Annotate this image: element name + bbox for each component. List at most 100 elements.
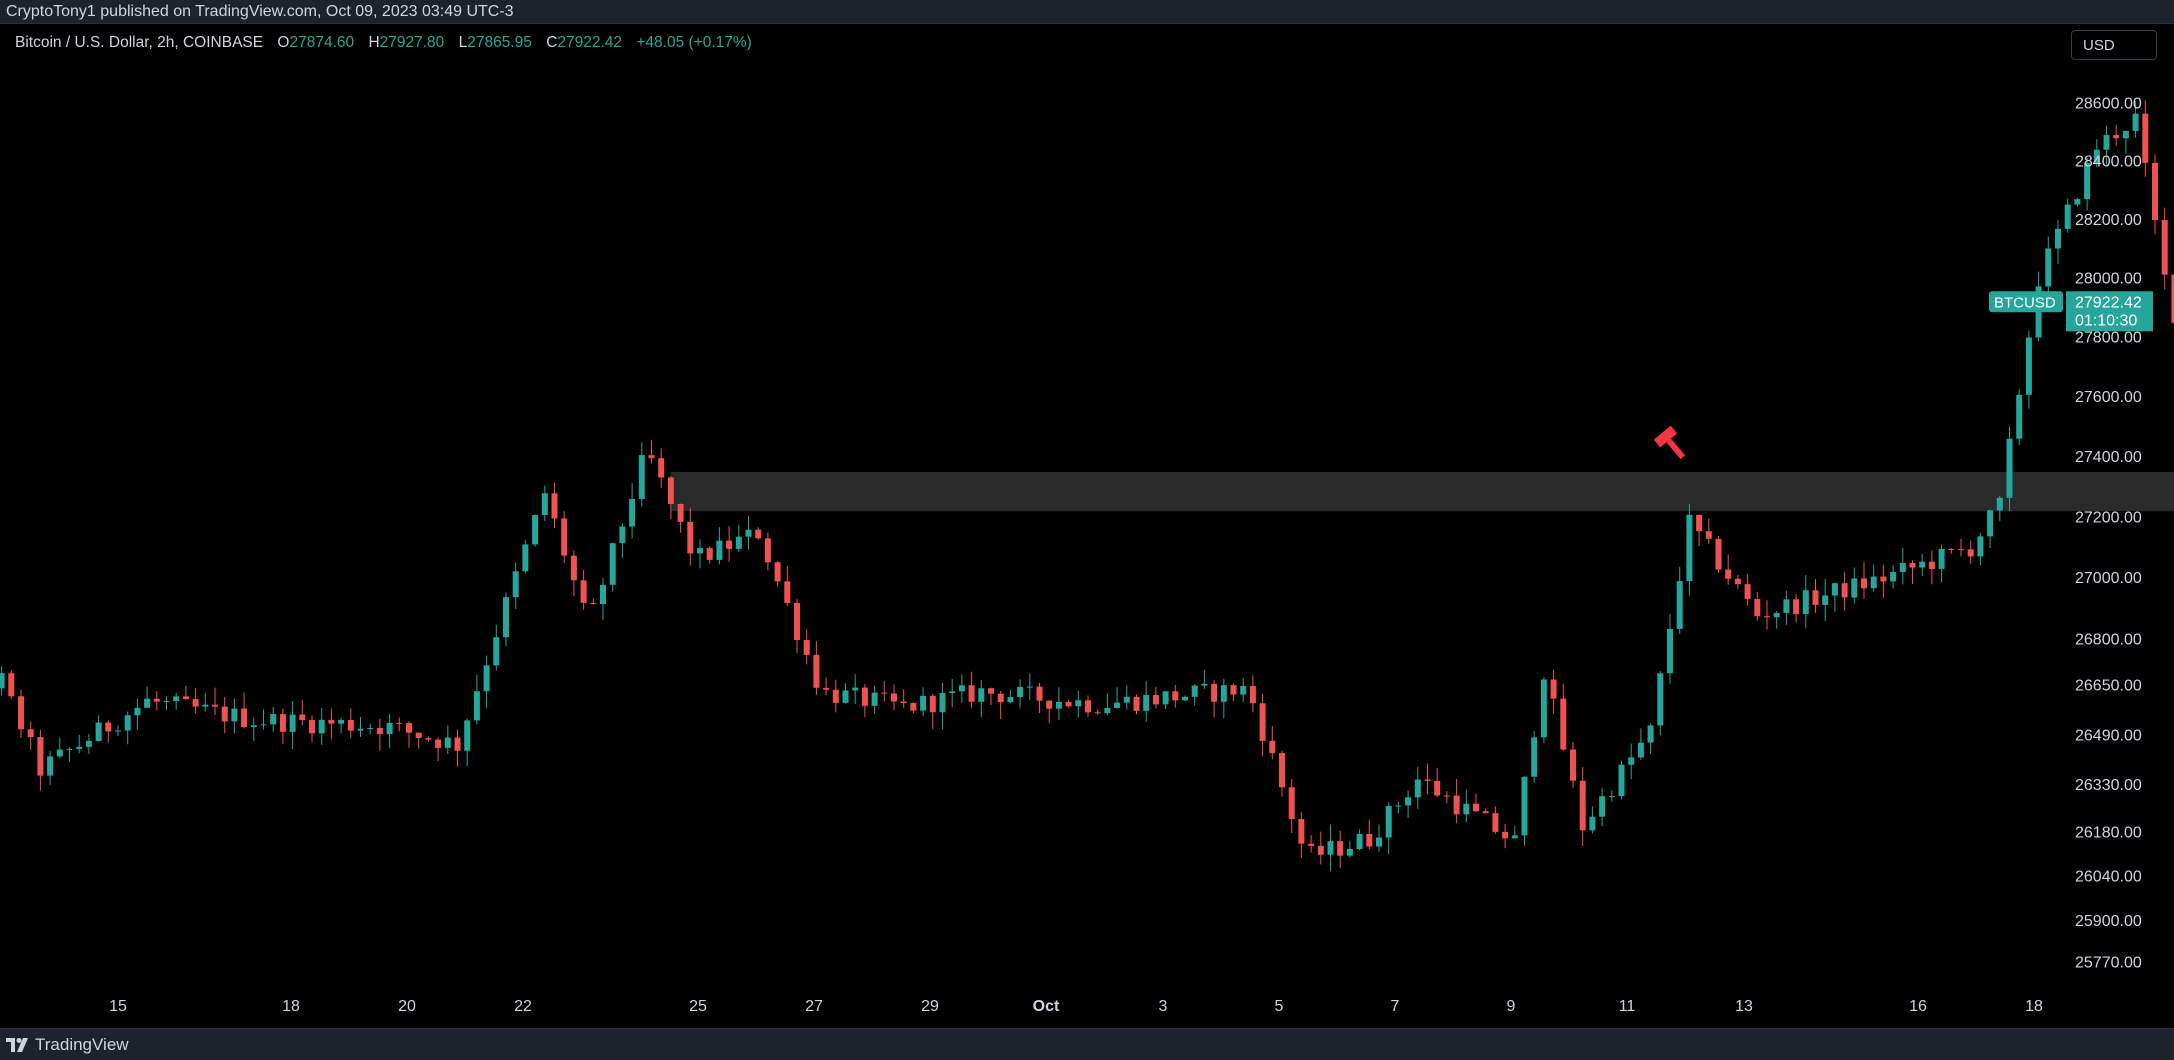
candle-up — [697, 548, 703, 554]
high-value: 27927.80 — [379, 34, 445, 51]
candle-down — [2171, 274, 2174, 323]
candle-down — [1793, 599, 1800, 615]
candle-down — [929, 695, 936, 713]
candle-up — [1114, 702, 1121, 708]
candle-down — [1065, 701, 1072, 707]
candle-up — [939, 693, 946, 713]
open-label: O — [277, 34, 290, 51]
candle-down — [328, 719, 335, 724]
candle-down — [1308, 843, 1315, 846]
candle-down — [425, 738, 432, 740]
candle-down — [794, 602, 800, 641]
chart-area[interactable]: 28800.0028600.0028400.0028200.0028000.00… — [0, 24, 2174, 1028]
candle-up — [1831, 583, 1838, 596]
candle-up — [1686, 514, 1693, 582]
candle-down — [1764, 616, 1770, 618]
candle-down — [1754, 598, 1761, 617]
y-tick-label: 28400.00 — [2075, 154, 2142, 171]
candle-up — [85, 740, 92, 747]
candle-up — [1851, 578, 1858, 598]
candle-down — [1434, 780, 1441, 796]
x-tick-label: 7 — [1391, 998, 1400, 1015]
candle-up — [1938, 548, 1945, 569]
candle-up — [949, 691, 956, 694]
candle-down — [212, 704, 218, 707]
candle-up — [1628, 757, 1635, 765]
candle-up — [2103, 135, 2110, 150]
publish-header: CryptoTony1 published on TradingView.com… — [0, 0, 2174, 24]
candle-down — [1317, 845, 1324, 855]
candle-up — [231, 708, 238, 722]
price-badge-bg — [2066, 291, 2153, 332]
open-value: 27874.60 — [289, 34, 355, 51]
candle-down — [1288, 787, 1295, 820]
candle-down — [192, 699, 199, 707]
candle-down — [1570, 749, 1576, 781]
x-tick-label: 15 — [109, 998, 127, 1015]
candle-down — [1133, 696, 1140, 711]
candle-down — [1696, 514, 1703, 532]
candle-up — [1017, 686, 1024, 698]
candle-down — [997, 693, 1004, 703]
x-tick-label: 22 — [514, 998, 532, 1015]
candle-down — [279, 714, 286, 732]
candle-up — [270, 714, 277, 725]
candle-down — [396, 722, 403, 724]
y-tick-label: 26040.00 — [2075, 869, 2142, 886]
symbol-title[interactable]: Bitcoin / U.S. Dollar, 2h, COINBASE — [15, 34, 264, 51]
candle-down — [1279, 753, 1285, 788]
candle-up — [1356, 833, 1363, 850]
candle-down — [551, 493, 558, 519]
candle-up — [1511, 835, 1518, 839]
candle-down — [221, 706, 228, 722]
candle-up — [1055, 701, 1062, 709]
y-tick-label: 27600.00 — [2075, 389, 2142, 406]
candle-up — [1802, 590, 1809, 615]
candle-down — [415, 732, 422, 739]
candle-down — [1482, 811, 1489, 814]
y-tick-label: 28000.00 — [2075, 270, 2142, 287]
candle-down — [435, 739, 442, 748]
candle-down — [891, 693, 897, 702]
candle-up — [1657, 673, 1664, 726]
candle-down — [1172, 691, 1179, 701]
x-tick-label: 16 — [1909, 998, 1927, 1015]
currency-button[interactable]: USD — [2071, 30, 2157, 60]
candle-up — [386, 722, 393, 735]
candle-down — [2113, 135, 2120, 139]
hammer-icon — [1653, 425, 1686, 460]
x-tick-label: 11 — [1619, 998, 1636, 1015]
candle-down — [706, 548, 713, 560]
y-tick-label: 27200.00 — [2075, 509, 2142, 526]
candle-up — [338, 719, 345, 724]
candle-up — [1996, 497, 2003, 511]
candle-down — [677, 503, 684, 522]
candle-down — [832, 689, 839, 703]
candle-up — [1104, 707, 1111, 714]
candle-down — [37, 737, 44, 776]
y-tick-label: 26490.00 — [2075, 727, 2142, 744]
candle-down — [1443, 795, 1450, 797]
candle-up — [2084, 162, 2091, 200]
candle-up — [56, 749, 63, 757]
candle-down — [1337, 841, 1344, 856]
candle-up — [600, 584, 606, 605]
candle-up — [1327, 841, 1334, 855]
candle-down — [1298, 819, 1305, 844]
candle-down — [376, 727, 383, 735]
footer-brand[interactable]: TradingView — [35, 1035, 129, 1054]
candle-down — [1579, 780, 1586, 831]
candle-up — [1773, 612, 1780, 618]
candle-down — [1725, 569, 1732, 579]
candle-up — [512, 571, 519, 598]
candle-up — [1395, 805, 1402, 807]
candlestick-chart[interactable]: 28800.0028600.0028400.0028200.0028000.00… — [0, 24, 2174, 1028]
candle-up — [1676, 581, 1683, 629]
candle-down — [580, 580, 587, 603]
candle-up — [1977, 536, 1984, 557]
candle-up — [920, 695, 927, 711]
candle-down — [1705, 531, 1712, 539]
candle-down — [561, 518, 568, 556]
candle-down — [1967, 549, 1974, 557]
candle-up — [1201, 683, 1208, 686]
